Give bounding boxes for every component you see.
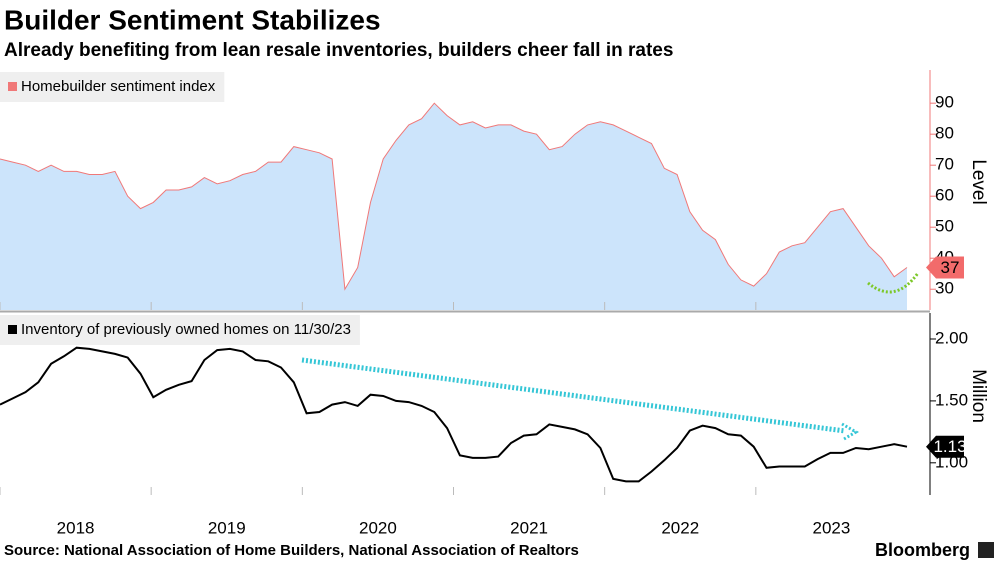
y-tick-label: 2.00: [935, 328, 968, 347]
x-tick-label: 2022: [661, 518, 699, 537]
legend-label: Homebuilder sentiment index: [21, 78, 216, 95]
brand: Bloomberg: [875, 540, 970, 560]
annotation-arrow: [301, 357, 846, 434]
legend-bg: [0, 315, 360, 345]
arrow-head: [841, 422, 859, 441]
y-tick-label: 60: [935, 186, 954, 205]
last-value-label: 37: [941, 258, 960, 277]
y-tick-label: 50: [935, 217, 954, 236]
legend: Inventory of previously owned homes on 1…: [0, 315, 360, 345]
x-tick-label: 2023: [813, 518, 851, 537]
y-tick-label: 30: [935, 279, 954, 298]
legend-label: Inventory of previously owned homes on 1…: [21, 321, 351, 338]
last-value-box: [926, 256, 964, 279]
y-tick-label: 1.50: [935, 390, 968, 409]
line: [0, 346, 908, 483]
brand-icon: [978, 542, 994, 558]
x-tick-label: 2021: [510, 518, 548, 537]
legend-bg: [0, 72, 225, 102]
title: Builder Sentiment Stabilizes: [4, 4, 381, 35]
subtitle: Already benefiting from lean resale inve…: [4, 40, 673, 61]
x-tick-label: 2018: [57, 518, 95, 537]
y-tick-label: 90: [935, 93, 954, 112]
x-tick-label: 2019: [208, 518, 246, 537]
legend-swatch: [8, 82, 17, 91]
area: [0, 103, 907, 310]
x-tick-label: 2020: [359, 518, 397, 537]
legend: Homebuilder sentiment index: [0, 72, 225, 102]
source: Source: National Association of Home Bui…: [4, 542, 579, 559]
line: [0, 102, 908, 291]
y-tick-label: 70: [935, 155, 954, 174]
annotation-curve: [867, 272, 920, 294]
last-value-box: [926, 435, 964, 458]
y-axis-label: Level: [968, 159, 989, 204]
last-value-label: 1.13: [933, 437, 966, 456]
y-axis-label: Million: [968, 369, 989, 423]
legend-swatch: [8, 325, 17, 334]
y-tick-label: 80: [935, 124, 954, 143]
